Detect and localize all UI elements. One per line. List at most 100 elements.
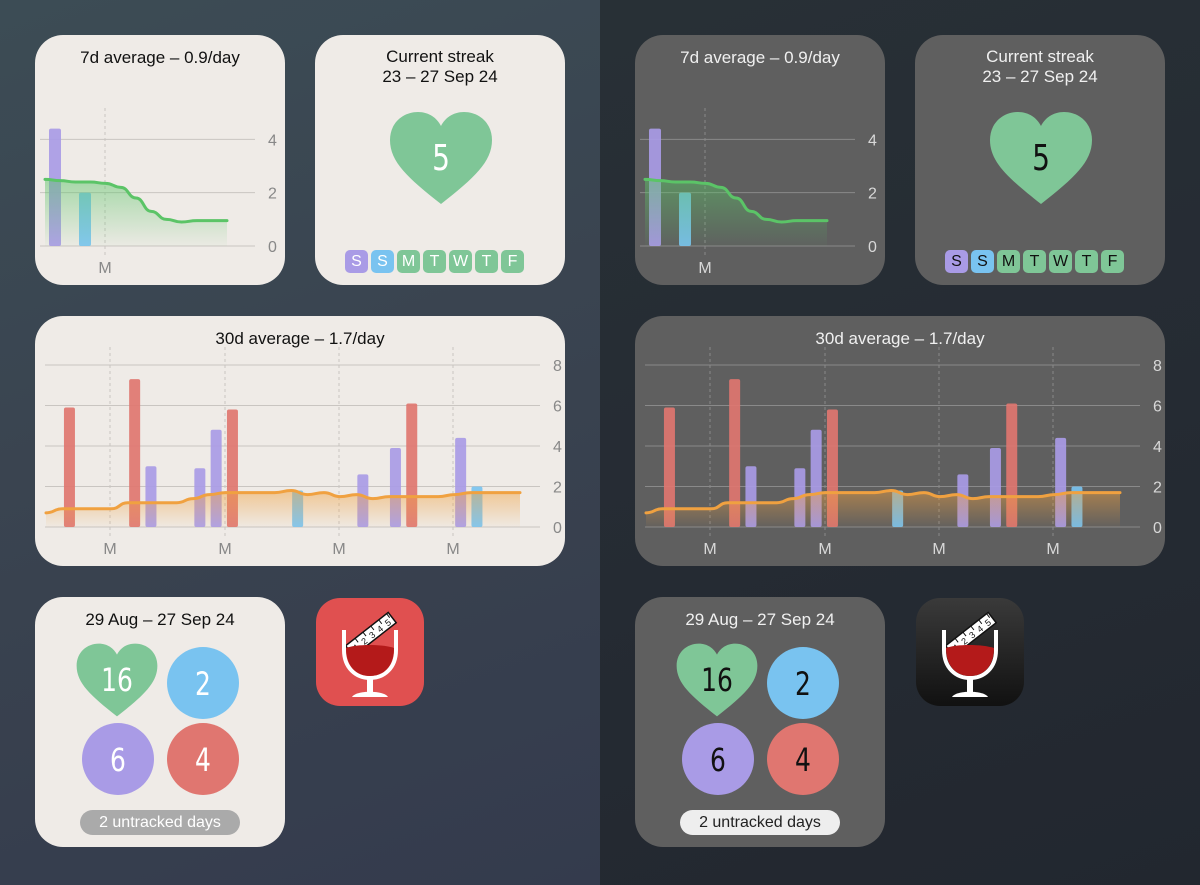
purple-count: 6 (110, 741, 126, 779)
summary-date-range: 29 Aug – 27 Sep 24 (85, 610, 235, 629)
streak-day-5: T (1075, 250, 1098, 273)
x-tick-label: M (332, 541, 345, 558)
y-tick-label: 4 (1153, 439, 1162, 456)
untracked-days-badge: 2 untracked days (680, 810, 840, 835)
bar-red (663, 407, 675, 527)
x-tick-label: M (446, 541, 459, 558)
y-tick-label: 2 (1153, 480, 1162, 497)
streak-count: 5 (432, 138, 450, 179)
streak-day-4: W (449, 250, 472, 273)
streak-day-0: S (945, 250, 968, 273)
svg-text:5: 5 (383, 617, 393, 628)
y-tick-label: 6 (1153, 399, 1162, 416)
streak-date-range: 23 – 27 Sep 24 (382, 67, 498, 86)
blue-circle-stat: 2 (167, 647, 239, 719)
blue-count: 2 (195, 665, 211, 703)
7d-chart: 0 2 4 M (40, 108, 277, 277)
red-count: 4 (795, 741, 811, 779)
average-area (45, 179, 227, 246)
streak-day-2: M (397, 250, 420, 273)
streak-count: 5 (1032, 138, 1050, 179)
30d-chart: 0 2 4 6 8 M M M M (44, 347, 562, 558)
summary-widget[interactable]: 29 Aug – 27 Sep 24 16 2 6 4 2 untracked … (635, 597, 885, 847)
green-heart-stat: 16 (75, 642, 159, 718)
svg-text:5: 5 (983, 617, 993, 628)
svg-text:4: 4 (375, 623, 385, 634)
streak-day-1: S (971, 250, 994, 273)
7d-widget-title: 7d average – 0.9/day (680, 48, 840, 67)
purple-circle-stat: 6 (82, 723, 154, 795)
svg-text:4: 4 (975, 623, 985, 634)
streak-title: Current streak (986, 47, 1094, 66)
svg-text:2: 2 (959, 636, 969, 647)
red-circle-stat: 4 (767, 723, 839, 795)
average-area (645, 179, 827, 246)
30d-chart: 0 2 4 6 8 M M M M (644, 347, 1162, 558)
y-tick-label: 8 (553, 358, 562, 375)
y-tick-label: 0 (868, 239, 877, 256)
30d-average-widget[interactable]: 30d average – 1.7/day 0 2 4 6 8 M M M M (635, 316, 1165, 566)
heart-icon (676, 643, 758, 717)
streak-day-6: F (501, 250, 524, 273)
7d-average-widget[interactable]: 7d average – 0.9/day 0 2 4 M (35, 35, 285, 285)
app-icon[interactable]: 12345 (316, 598, 424, 706)
7d-average-widget[interactable]: 7d average – 0.9/day 0 2 4 M (635, 35, 885, 285)
summary-widget[interactable]: 29 Aug – 27 Sep 24 16 2 6 4 2 untracked … (35, 597, 285, 847)
7d-chart: 0 2 4 M (640, 108, 877, 277)
wine-glass-measure-icon: 12345 (342, 611, 398, 697)
x-tick-label: M (818, 541, 831, 558)
svg-text:3: 3 (967, 630, 977, 641)
average-line (644, 489, 1122, 515)
x-tick-label: M (703, 541, 716, 558)
y-tick-label: 0 (268, 239, 277, 256)
streak-day-1: S (371, 250, 394, 273)
average-area (46, 490, 520, 527)
x-tick-label: M (98, 260, 111, 277)
y-tick-label: 4 (868, 132, 877, 149)
x-tick-label: M (698, 260, 711, 277)
y-tick-label: 6 (553, 399, 562, 416)
green-heart-stat: 16 (675, 642, 759, 718)
bar-red (729, 379, 741, 527)
heart-icon: 5 (388, 110, 494, 206)
streak-day-6: F (1101, 250, 1124, 273)
streak-day-4: W (1049, 250, 1072, 273)
app-icon[interactable]: 12345 (916, 598, 1024, 706)
30d-average-widget[interactable]: 30d average – 1.7/day 0 2 4 6 8 M M M M (35, 316, 565, 566)
blue-count: 2 (795, 665, 811, 703)
7d-widget-title: 7d average – 0.9/day (80, 48, 240, 67)
x-tick-label: M (218, 541, 231, 558)
streak-day-0: S (345, 250, 368, 273)
streak-day-5: T (475, 250, 498, 273)
bar-red (129, 379, 141, 527)
y-tick-label: 0 (553, 520, 562, 537)
green-count: 16 (101, 661, 133, 699)
x-tick-label: M (1046, 541, 1059, 558)
y-tick-label: 8 (1153, 358, 1162, 375)
svg-text:2: 2 (359, 636, 369, 647)
green-count: 16 (701, 661, 733, 699)
svg-text:3: 3 (367, 630, 377, 641)
streak-day-2: M (997, 250, 1020, 273)
streak-date-range: 23 – 27 Sep 24 (982, 67, 1098, 86)
streak-day-3: T (1023, 250, 1046, 273)
bar-red (63, 407, 75, 527)
30d-widget-title: 30d average – 1.7/day (215, 329, 385, 348)
average-line (43, 177, 229, 224)
average-line (643, 177, 829, 224)
red-circle-stat: 4 (167, 723, 239, 795)
wine-glass-measure-icon: 12345 (942, 611, 998, 697)
x-tick-label: M (103, 541, 116, 558)
y-tick-label: 4 (268, 132, 277, 149)
purple-count: 6 (710, 741, 726, 779)
y-tick-label: 0 (1153, 520, 1162, 537)
average-area (646, 490, 1120, 527)
streak-title: Current streak (386, 47, 494, 66)
y-tick-label: 2 (868, 186, 877, 203)
x-tick-label: M (932, 541, 945, 558)
